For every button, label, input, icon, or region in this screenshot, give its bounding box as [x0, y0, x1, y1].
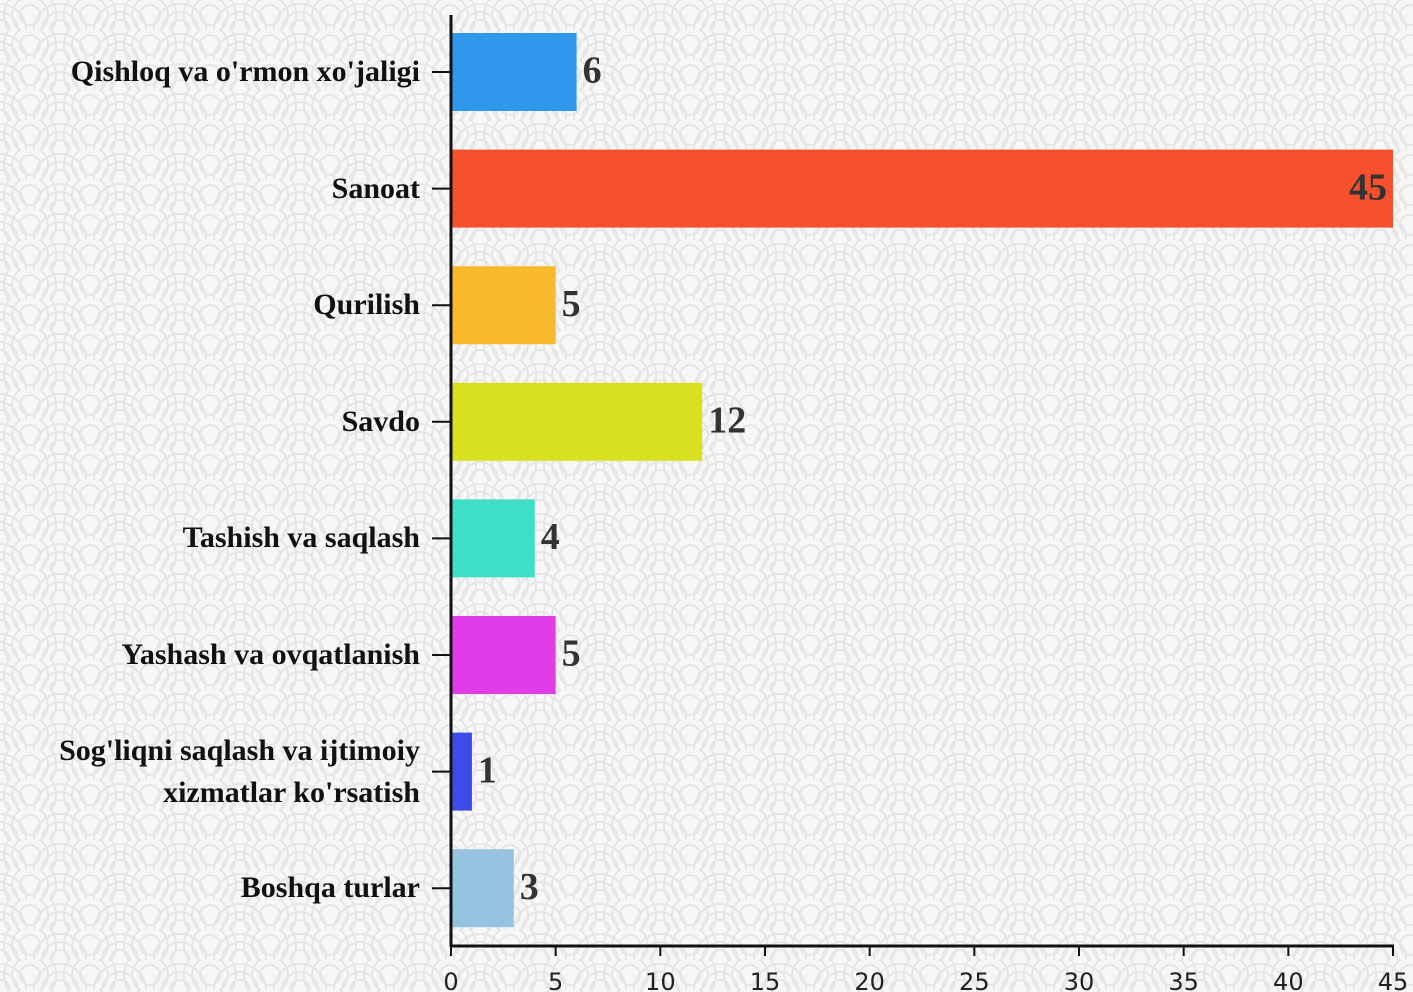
bar [451, 266, 556, 345]
x-tick-label: 5 [548, 968, 563, 992]
y-tick-label: Boshqa turlar [240, 871, 420, 905]
value-label: 1 [478, 749, 497, 791]
y-tick-label: Qurilish [313, 288, 420, 322]
x-tick-label: 10 [645, 968, 676, 992]
x-tick-label: 20 [854, 968, 885, 992]
value-label: 12 [708, 400, 746, 442]
y-tick-label: Tashish va saqlash [182, 521, 420, 555]
bar [451, 149, 1393, 228]
value-label: 45 [1349, 166, 1387, 208]
x-tick-label: 45 [1378, 968, 1409, 992]
value-label: 5 [562, 633, 581, 675]
x-tick-label: 30 [1064, 968, 1095, 992]
y-tick-label: Sanoat [331, 171, 420, 205]
bar [451, 616, 556, 694]
x-tick-label: 35 [1168, 968, 1199, 992]
bar [451, 849, 514, 928]
value-label: 3 [520, 866, 539, 908]
bar [451, 33, 577, 111]
bar [451, 499, 535, 578]
x-tick-label: 40 [1273, 968, 1304, 992]
x-tick-label: 15 [750, 968, 781, 992]
value-label: 6 [583, 50, 602, 92]
bar [451, 732, 472, 811]
y-tick-label: Yashash va ovqatlanish [121, 638, 420, 671]
x-tick-label: 25 [959, 968, 990, 992]
value-label: 5 [562, 283, 581, 325]
y-tick-label: Sog'liqni saqlash va ijtimoiy xizmatlar … [59, 733, 420, 809]
x-tick-label: 0 [443, 968, 458, 992]
y-tick-label: Savdo [341, 404, 420, 438]
bar [451, 382, 703, 461]
y-tick-label: Qishloq va o'rmon xo'jaligi [70, 55, 420, 88]
value-label: 4 [541, 516, 560, 558]
